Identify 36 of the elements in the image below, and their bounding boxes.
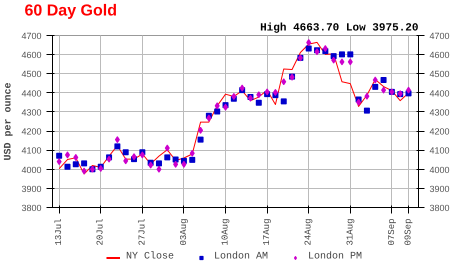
y-tick-label: 3900 [21, 184, 42, 194]
x-tick-label: 31Aug [345, 218, 356, 246]
y-tick-label: 3800 [21, 203, 42, 213]
legend-label: London PM [308, 252, 362, 262]
y-tick-label: 4200 [21, 126, 42, 137]
y2-tick-label: 4700 [430, 31, 450, 41]
legend-label: London AM [214, 252, 268, 262]
y2-tick-label: 4400 [430, 88, 450, 98]
y-tick-label: 4700 [21, 31, 42, 41]
x-tick-label: 07Sep [386, 218, 397, 246]
y-tick-label: 4100 [21, 146, 42, 156]
y-tick-label: 4300 [21, 107, 42, 118]
y2-tick-label: 4500 [430, 69, 450, 80]
x-tick-label: 24Aug [304, 218, 314, 246]
y-tick-label: 4000 [21, 164, 42, 175]
y2-tick-label: 4100 [430, 146, 450, 156]
x-tick-label: 17Aug [262, 218, 272, 246]
y2-tick-label: 3900 [430, 184, 450, 194]
x-tick-label: 20Jul [96, 218, 106, 246]
legend-label: NY Close [126, 252, 174, 262]
y-tick-label: 4500 [21, 69, 42, 80]
y2-tick-label: 3800 [430, 203, 450, 213]
y2-tick-label: 4200 [430, 126, 450, 137]
x-tick-label: 09Sep [404, 218, 414, 246]
y-tick-label: 4600 [21, 50, 42, 60]
y-axis-title: USD per ounce [3, 82, 14, 161]
x-tick-label: 10Aug [220, 218, 231, 246]
chart-title: 60 Day Gold [24, 2, 117, 20]
y-tick-label: 4400 [21, 88, 42, 98]
x-tick-label: 27Jul [137, 218, 148, 246]
y2-tick-label: 4000 [430, 164, 450, 175]
x-tick-label: 13Jul [54, 218, 64, 246]
chart-subtitle: High 4663.70 Low 3975.20 [260, 22, 419, 34]
y2-tick-label: 4600 [430, 50, 450, 60]
x-tick-label: 03Aug [178, 218, 189, 246]
y2-tick-label: 4300 [430, 107, 450, 118]
